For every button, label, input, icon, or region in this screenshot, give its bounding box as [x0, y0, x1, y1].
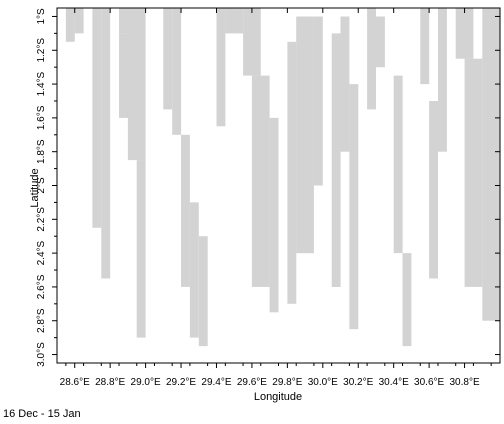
coverage-block: [74, 8, 84, 34]
x-tick-label: 30.6°E: [414, 377, 444, 388]
coverage-block: [251, 75, 270, 287]
coverage-block: [296, 16, 314, 254]
x-axis-title: Longitude: [254, 391, 302, 403]
coverage-block: [438, 8, 447, 152]
y-tick-label: 1.2°S: [36, 38, 47, 63]
y-tick-label: 2.8°S: [36, 308, 47, 333]
coverage-block: [65, 8, 75, 42]
x-tick-label: 29.4°E: [201, 377, 231, 388]
y-tick-label: 2°S: [36, 177, 47, 194]
x-tick-label: 29.0°E: [131, 377, 161, 388]
x-tick-label: 29.2°E: [166, 377, 196, 388]
y-tick-label: 1°S: [36, 8, 47, 25]
y-tick-label: 1.4°S: [36, 71, 47, 96]
coverage-block: [243, 8, 261, 76]
x-tick-label: 30.4°E: [379, 377, 409, 388]
coverage-block: [287, 41, 297, 304]
date-range-caption: 16 Dec - 15 Jan: [3, 408, 81, 420]
coverage-block: [181, 134, 190, 287]
coverage-block: [482, 8, 500, 321]
x-tick-label: 30.2°E: [343, 377, 373, 388]
coverage-block: [349, 84, 359, 330]
coverage-block: [225, 8, 243, 34]
coverage-block: [163, 8, 173, 110]
x-tick-label: 30.8°E: [449, 377, 479, 388]
coverage-block: [189, 202, 199, 338]
coverage-block: [420, 8, 430, 85]
coverage-block: [269, 117, 279, 313]
coverage-block: [376, 16, 385, 68]
y-tick-label: 1.8°S: [36, 139, 47, 164]
coverage-block: [101, 8, 111, 279]
coverage-block: [402, 253, 412, 347]
y-tick-label: 2.4°S: [36, 241, 47, 266]
x-tick-label: 29.8°E: [272, 377, 302, 388]
coverage-block: [313, 16, 323, 186]
coverage-block: [464, 58, 483, 287]
coverage-cells: [65, 8, 500, 347]
coverage-block: [216, 8, 226, 127]
x-tick-label: 28.6°E: [60, 377, 90, 388]
coverage-block: [455, 8, 474, 59]
coverage-block: [429, 101, 438, 279]
y-axis-title: Latitude: [29, 168, 41, 207]
coverage-block: [127, 8, 146, 161]
coverage-block: [367, 8, 376, 110]
coverage-block: [198, 236, 208, 347]
y-tick-label: 2.2°S: [36, 207, 47, 232]
x-tick-label: 29.6°E: [237, 377, 267, 388]
coverage-block: [136, 160, 146, 338]
coverage-block: [172, 8, 182, 135]
coverage-block: [331, 33, 341, 288]
x-tick-label: 30.0°E: [308, 377, 338, 388]
x-tick-label: 28.8°E: [95, 377, 125, 388]
coverage-block: [92, 8, 102, 228]
y-axis-ticks: 1°S 1.2°S 1.4°S 1.6°S 1.8°S 2°S 2.2°S 2.4°S 2.6°…: [36, 8, 500, 367]
coverage-block: [340, 16, 350, 152]
y-tick-label: 1.6°S: [36, 105, 47, 130]
x-axis-ticks: 28.6°E 28.8°E 29.0°E 29.2°E 29.4°E 29.6°E 29.8…: [60, 8, 492, 388]
y-tick-label: 2.6°S: [36, 274, 47, 299]
y-tick-label: 3.0°S: [36, 342, 47, 367]
coverage-block: [393, 75, 403, 254]
